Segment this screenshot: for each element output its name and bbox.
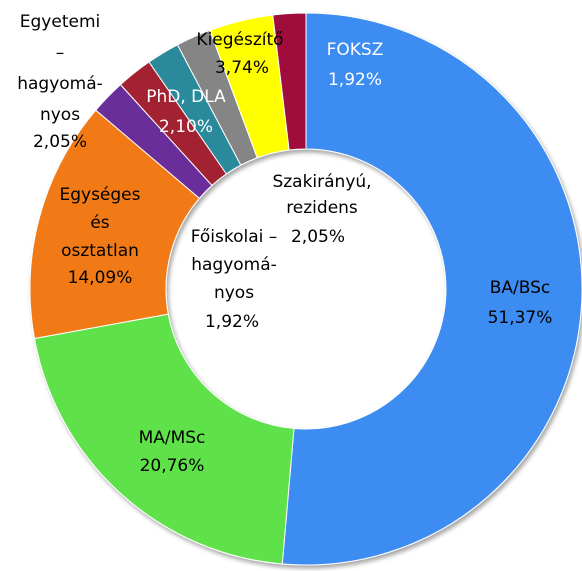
value-label: 14,09% <box>68 268 133 288</box>
slice-label: BA/BSc <box>490 278 551 298</box>
value-label: 51,37% <box>488 308 553 328</box>
slice-label: MA/MSc <box>139 428 206 448</box>
slice-label: hagyomá- <box>17 74 103 94</box>
value-label: 20,76% <box>140 456 205 476</box>
slice-label: hagyomá- <box>191 255 277 275</box>
slice-label: – <box>56 43 65 63</box>
value-label: 3,74% <box>215 58 269 78</box>
slice-label: Egységes <box>59 185 140 205</box>
value-label: 1,92% <box>205 312 259 332</box>
slice-label: és <box>90 213 109 233</box>
slice-label: PhD, DLA <box>146 87 226 107</box>
slice-label: Szakirányú, <box>272 172 371 192</box>
slice-label: Főiskolai – <box>191 227 278 247</box>
slice <box>29 109 201 340</box>
labels: BA/BSc 51,37% MA/MSc 20,76% Egységes és osztat… <box>17 12 552 476</box>
value-label: 1,92% <box>328 70 382 90</box>
slice-label: osztatlan <box>61 241 139 261</box>
slice <box>33 313 295 565</box>
slice <box>272 12 307 151</box>
value-label: 2,10% <box>159 117 213 137</box>
slice-label: rezidens <box>286 198 358 218</box>
slice-label: nyos <box>40 105 80 125</box>
slice-label: Egyetemi <box>20 12 100 32</box>
slice <box>281 12 582 566</box>
value-label: 2,05% <box>33 132 87 152</box>
slice-label: FOKSZ <box>327 40 384 60</box>
slice-label: Kiegészítő <box>196 30 283 50</box>
donut <box>29 12 582 566</box>
slice-label: nyos <box>214 283 254 303</box>
value-label: 2,05% <box>291 227 345 247</box>
